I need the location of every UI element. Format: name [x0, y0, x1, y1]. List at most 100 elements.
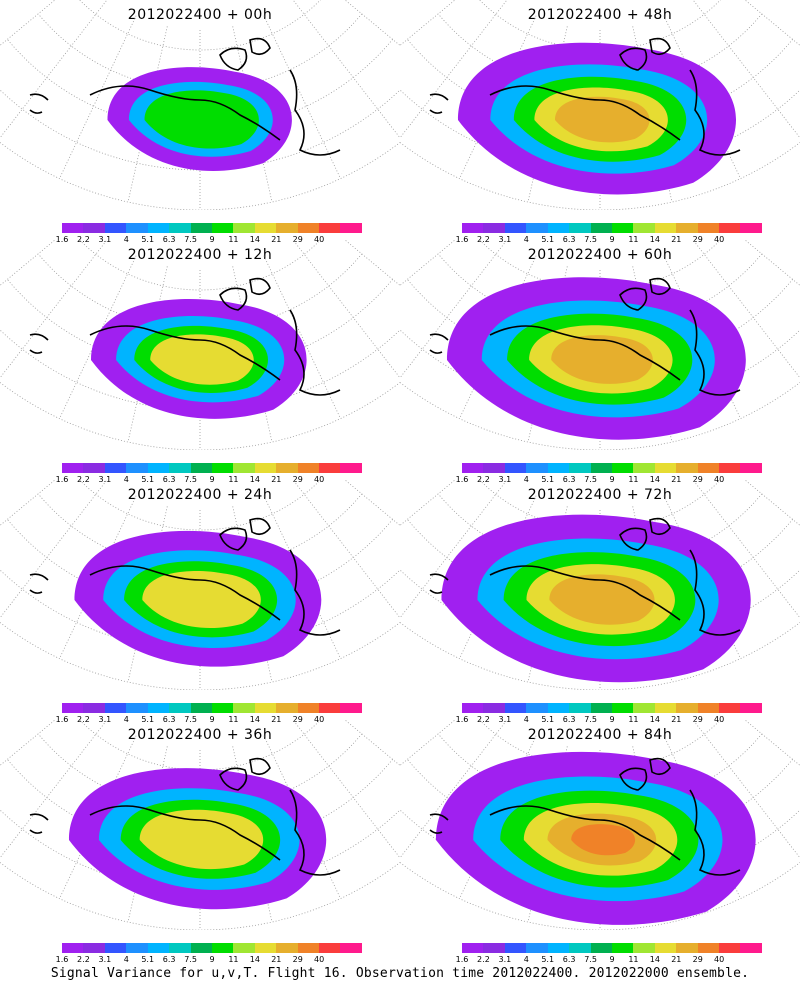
colorbar-tick-label: 11: [628, 475, 639, 484]
colorbar-swatch: [483, 703, 505, 713]
colorbar-tick-label: 7.5: [584, 475, 597, 484]
colorbar-tick-label: 40: [714, 235, 725, 244]
colorbar-swatch: [611, 463, 634, 473]
colorbar-tick-label: 40: [714, 715, 725, 724]
colorbar-tick-label: 5.1: [541, 955, 555, 964]
colorbar: [462, 703, 762, 713]
colorbar-swatch: [547, 463, 570, 473]
colorbar-swatch: [633, 943, 655, 953]
map-panel: 2012022400 + 84h 1.6 2.2 3.1 4 5.1 6.3 7.5 9 11 14…: [400, 720, 800, 970]
colorbar-labels: 1.6 2.2 3.1 4 5.1 6.3 7.5 9 11 14 21 29 40: [456, 235, 762, 245]
colorbar-labels: 1.6 2.2 3.1 4 5.1 6.3 7.5 9 11 14 21 29 40: [456, 715, 762, 725]
signal-variance-map: [400, 720, 800, 930]
coastlines: [429, 757, 741, 876]
colorbar-swatch: [319, 463, 341, 473]
colorbar-swatch: [276, 463, 298, 473]
colorbar-swatch: [719, 703, 741, 713]
colorbar-tick-label: 29: [692, 235, 703, 244]
colorbar-tick-label: 21: [671, 715, 682, 724]
colorbar-tick-label: 5.1: [141, 715, 155, 724]
colorbar-tick-label: 1.6: [55, 715, 69, 724]
colorbar-tick-label: 9: [209, 715, 215, 724]
colorbar-labels: 1.6 2.2 3.1 4 5.1 6.3 7.5 9 11 14 21 29 40: [456, 955, 762, 965]
colorbar-swatch: [169, 703, 191, 713]
colorbar-tick-label: 11: [228, 475, 239, 484]
map-panel: 2012022400 + 24h 1.6 2.2 3.1 4 5.1 6.3 7.5 9 11 14…: [0, 480, 400, 730]
colorbar-swatch: [697, 463, 720, 473]
colorbar-tick-label: 11: [228, 955, 239, 964]
colorbar-swatch: [611, 943, 634, 953]
colorbar-swatch: [547, 223, 570, 233]
colorbar-swatch: [654, 943, 677, 953]
colorbar-swatch: [147, 223, 170, 233]
colorbar-tick-label: 7.5: [184, 715, 197, 724]
map-panel: 2012022400 + 72h 1.6 2.2 3.1 4 5.1 6.3 7.5 9 11 14…: [400, 480, 800, 730]
colorbar-tick-label: 6.3: [562, 475, 576, 484]
colorbar-tick-label: 7.5: [184, 235, 197, 244]
colorbar-tick-label: 6.3: [162, 235, 176, 244]
colorbar-tick-label: 11: [228, 715, 239, 724]
colorbar-swatch: [462, 943, 484, 953]
colorbar-tick-label: 40: [314, 475, 325, 484]
colorbar-tick-label: 5.1: [141, 955, 155, 964]
colorbar-tick-label: 29: [692, 715, 703, 724]
colorbar-swatch: [654, 223, 677, 233]
colorbar-tick-label: 14: [649, 715, 660, 724]
colorbar-tick-label: 9: [609, 235, 615, 244]
colorbar-tick-label: 2.2: [77, 715, 90, 724]
colorbar-tick-label: 14: [649, 475, 660, 484]
colorbar-tick-label: 6.3: [562, 715, 576, 724]
colorbar-tick-label: 5.1: [541, 715, 555, 724]
colorbar-swatch: [676, 223, 698, 233]
colorbar-swatch: [211, 463, 234, 473]
colorbar-swatch: [547, 703, 570, 713]
colorbar-swatch: [569, 463, 591, 473]
panel-title: 2012022400 + 36h: [127, 727, 273, 743]
colorbar-swatch: [462, 463, 484, 473]
colorbar: [462, 463, 762, 473]
coastlines: [29, 277, 341, 396]
colorbar-swatch: [276, 943, 298, 953]
colorbar-swatch: [340, 943, 362, 953]
signal-variance-map: [0, 0, 400, 210]
map-panel: 2012022400 + 48h 1.6 2.2 3.1 4 5.1 6.3 7.5 9 11 14…: [400, 0, 800, 250]
colorbar-tick-label: 21: [271, 475, 282, 484]
colorbar-tick-label: 21: [271, 235, 282, 244]
colorbar-swatch: [147, 703, 170, 713]
colorbar-tick-label: 2.2: [477, 715, 490, 724]
colorbar-tick-label: 5.1: [541, 475, 555, 484]
panel-title: 2012022400 + 12h: [127, 247, 273, 263]
colorbar-swatch: [633, 223, 655, 233]
signal-variance-map: [400, 240, 800, 450]
colorbar-swatch: [483, 943, 505, 953]
coastlines: [29, 517, 341, 636]
colorbar-swatch: [104, 703, 127, 713]
colorbar-swatch: [590, 463, 612, 473]
colorbar-tick-label: 1.6: [455, 955, 469, 964]
colorbar-swatch: [590, 223, 612, 233]
colorbar-swatch: [740, 463, 762, 473]
colorbar-swatch: [526, 223, 548, 233]
coastlines: [429, 517, 741, 636]
colorbar-swatch: [190, 463, 212, 473]
variance-field: [74, 530, 322, 667]
colorbar-swatch: [169, 943, 191, 953]
colorbar-tick-label: 29: [292, 235, 303, 244]
colorbar: [62, 463, 362, 473]
colorbar-tick-label: 14: [249, 955, 260, 964]
colorbar-tick-label: 4: [523, 235, 529, 244]
colorbar-swatch: [483, 463, 505, 473]
colorbar-swatch: [740, 223, 762, 233]
coastlines: [429, 277, 741, 396]
colorbar-tick-label: 7.5: [584, 235, 597, 244]
colorbar-swatch: [462, 223, 484, 233]
colorbar: [462, 943, 762, 953]
colorbar-swatch: [611, 223, 634, 233]
colorbar-swatch: [104, 463, 127, 473]
colorbar-swatch: [590, 943, 612, 953]
colorbar-swatch: [340, 463, 362, 473]
colorbar-tick-label: 14: [249, 475, 260, 484]
signal-variance-map: [0, 480, 400, 690]
panel-title: 2012022400 + 72h: [527, 487, 673, 503]
colorbar-tick-label: 3.1: [498, 955, 512, 964]
